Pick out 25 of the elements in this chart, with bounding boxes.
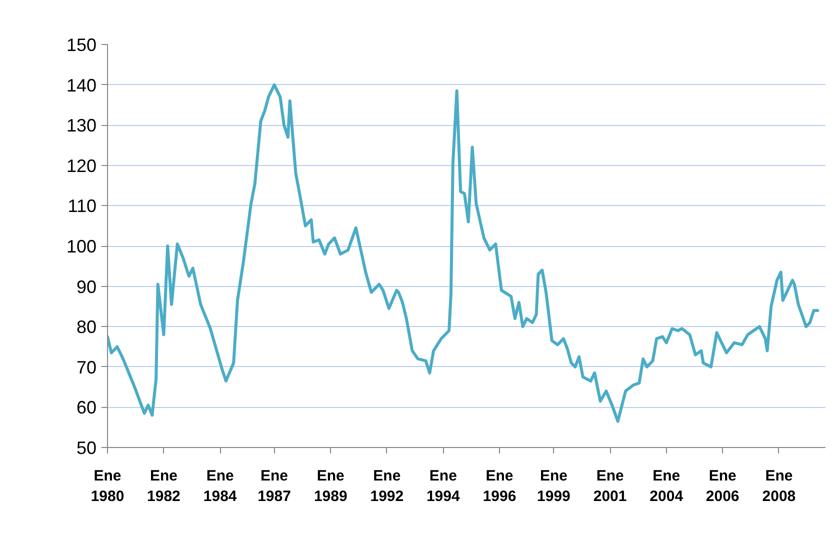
x-tick-label: Ene 1982: [147, 468, 180, 505]
y-tick-label: 90: [76, 276, 97, 297]
x-tick-label: Ene 2004: [650, 468, 684, 505]
line-series: [108, 83, 820, 423]
x-tick-label: Ene 2001: [593, 468, 627, 505]
y-tick-label: 130: [66, 116, 97, 136]
y-tick-label: 150: [66, 35, 97, 55]
x-tick-label: Ene 1987: [258, 468, 291, 505]
x-tick-label: Ene 1984: [203, 468, 238, 505]
y-tick-label: 60: [76, 398, 97, 418]
x-tick-label: Ene 1994: [426, 468, 461, 505]
x-tick-label: Ene 1999: [537, 468, 570, 505]
y-tick-label: 50: [76, 438, 97, 458]
y-tick-label: 110: [68, 196, 97, 216]
x-tick-label: Ene 2006: [706, 468, 740, 505]
x-tick-label: Ene 2008: [762, 468, 796, 505]
y-tick-label: 70: [76, 357, 97, 378]
y-tick-label: 140: [66, 75, 97, 96]
y-tick-label: 120: [66, 156, 97, 176]
x-tick-label: Ene 1980: [90, 468, 124, 505]
x-tick-label: Ene 1992: [370, 468, 404, 505]
y-tick-label: 100: [66, 236, 97, 256]
y-tick-label: 80: [76, 317, 97, 338]
x-tick-label: Ene 1989: [314, 468, 348, 505]
x-tick-label: Ene 1996: [482, 468, 516, 505]
